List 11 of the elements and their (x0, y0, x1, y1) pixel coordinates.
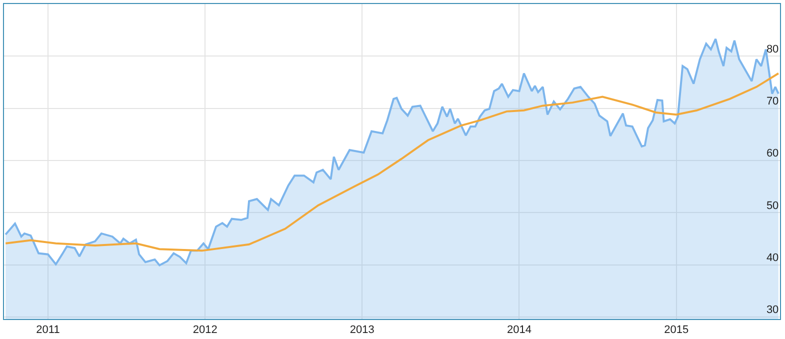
y-tick-label: 80 (766, 43, 779, 56)
x-tick-label: 2015 (664, 324, 689, 336)
x-tick-label: 2012 (192, 324, 218, 336)
y-tick-label: 50 (766, 200, 779, 212)
y-tick-label: 40 (766, 252, 779, 264)
x-tick-label: 2014 (507, 324, 532, 336)
y-tick-label: 60 (766, 148, 779, 160)
x-tick-label: 2011 (36, 324, 60, 336)
y-tick-label: 70 (766, 95, 779, 108)
x-tick-label: 2013 (350, 324, 374, 336)
y-tick-label: 30 (766, 304, 779, 316)
